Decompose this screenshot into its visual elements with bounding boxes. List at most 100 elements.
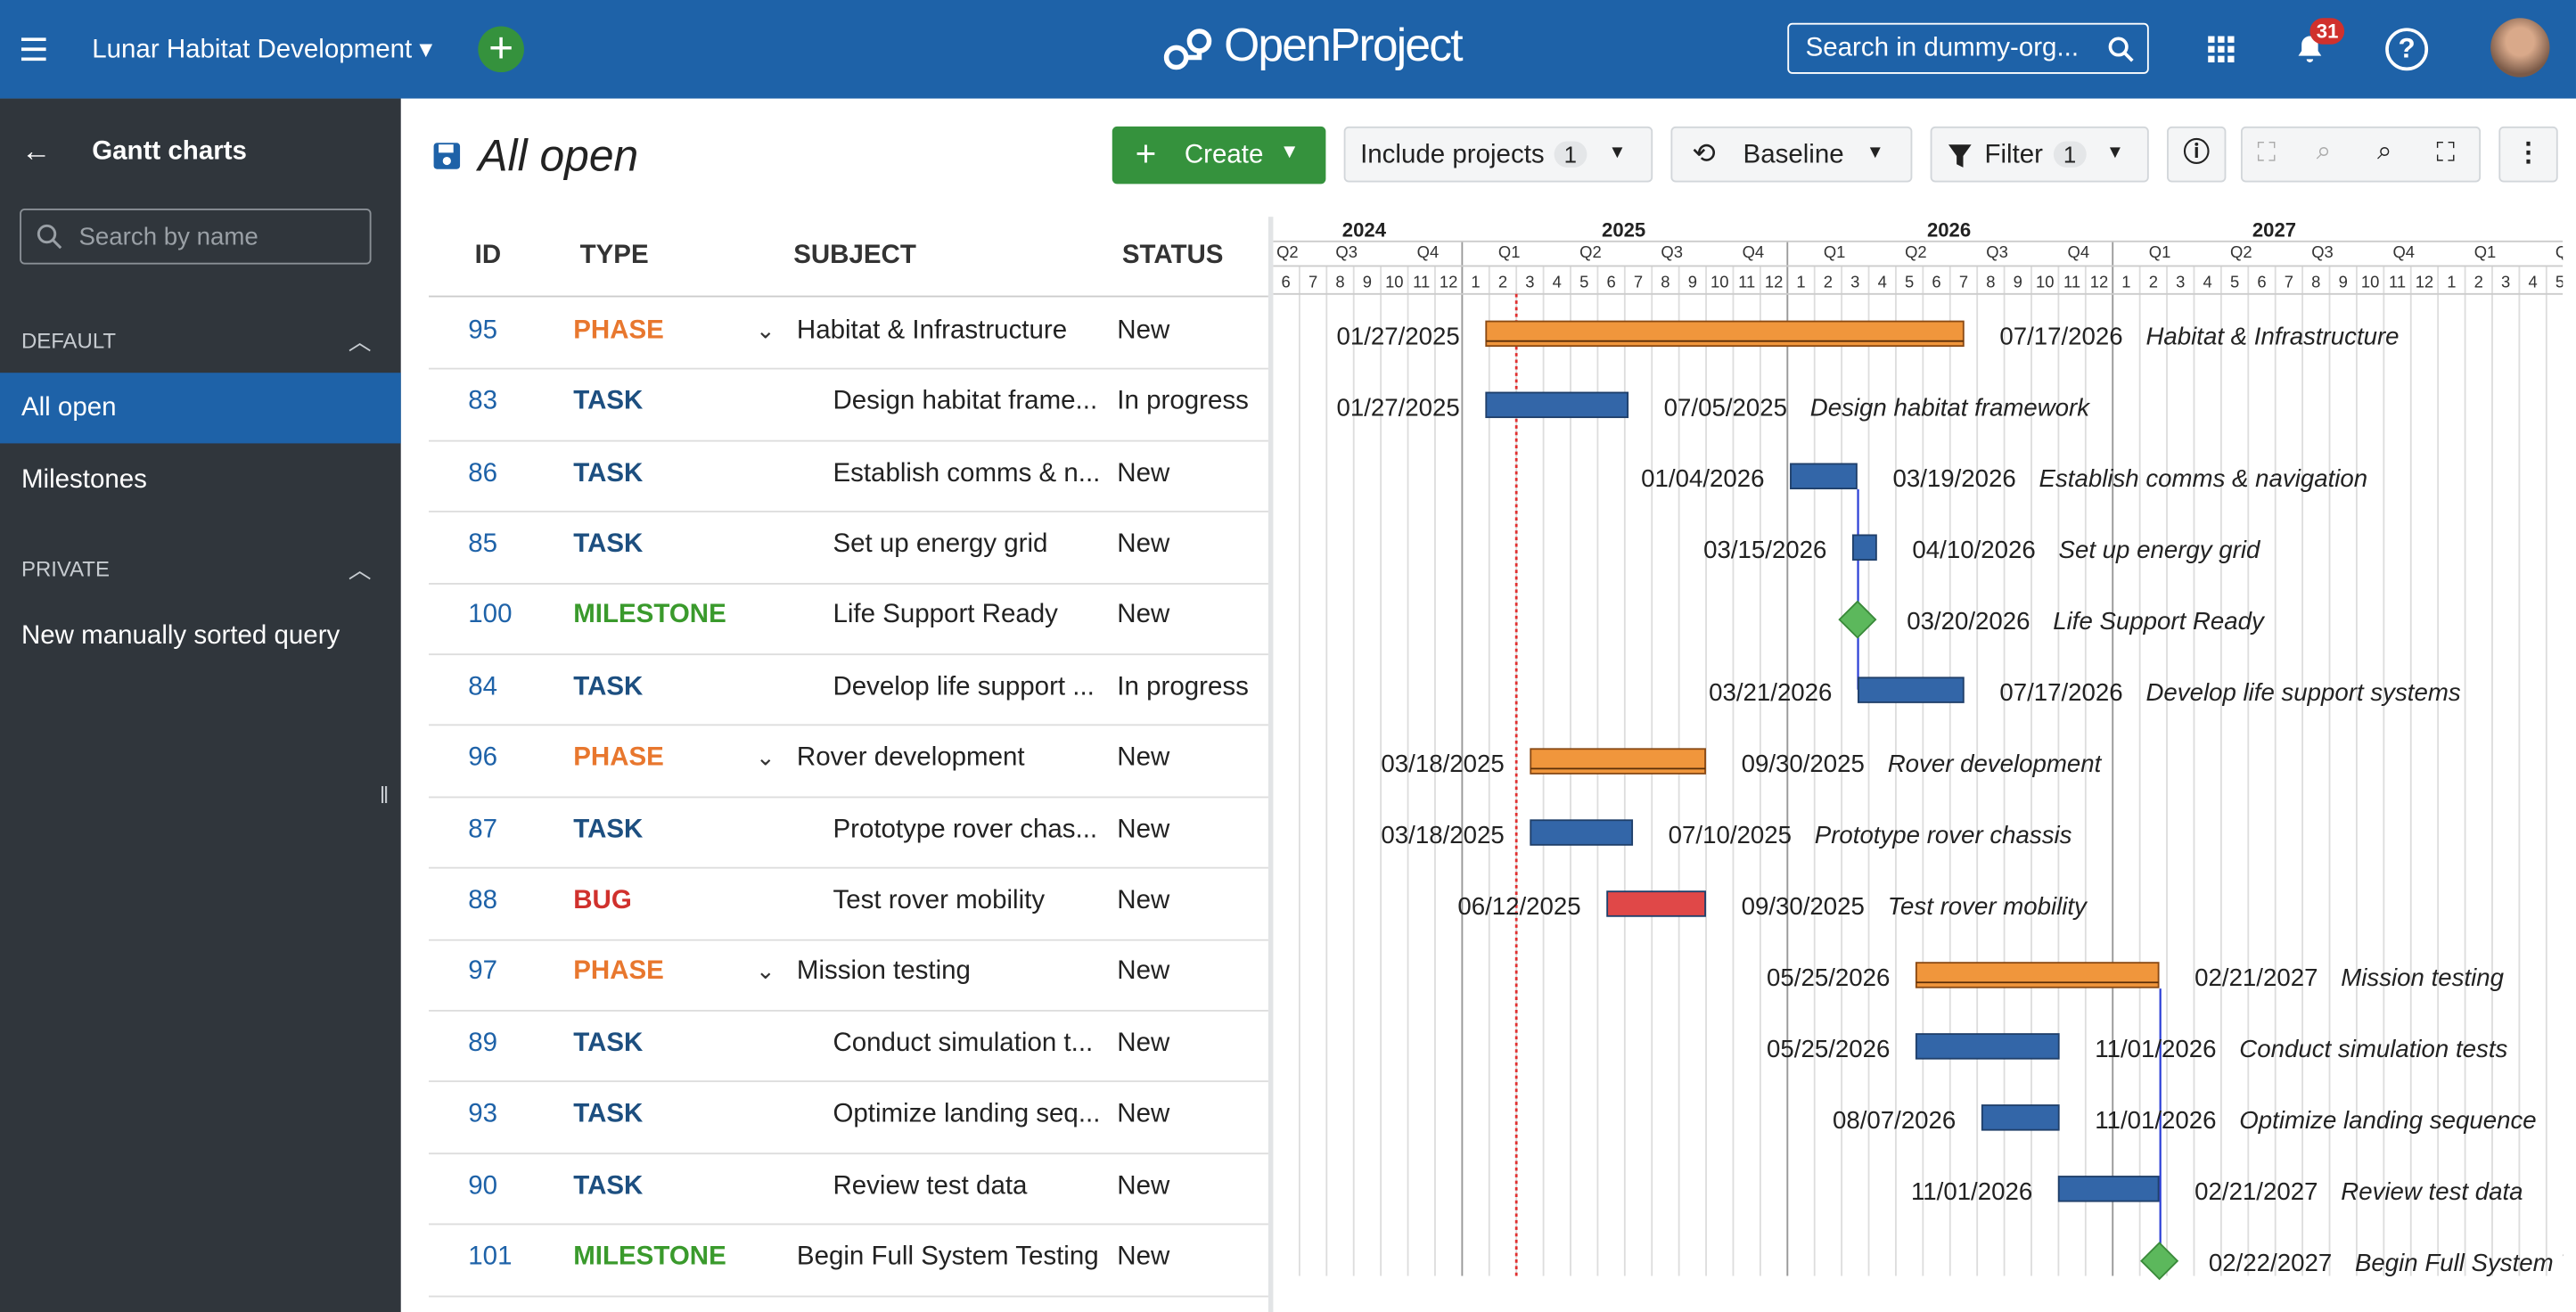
month-label: 11 (1738, 272, 1755, 291)
bar-labels: 04/10/2026 Set up energy grid (1912, 536, 2261, 563)
subject-cell[interactable]: Rover development (796, 743, 1025, 773)
subject-cell[interactable]: Establish comms & n... (833, 458, 1101, 488)
id-cell[interactable]: 89 (468, 1029, 498, 1057)
id-cell[interactable]: 87 (468, 815, 498, 844)
year-label: 2026 (1927, 218, 1971, 241)
button-label[interactable]: Include projects (1360, 141, 1545, 169)
collapse-icon[interactable]: ︿ (348, 328, 372, 355)
subject-cell[interactable]: Set up energy grid (833, 529, 1048, 559)
subject-cell[interactable]: Test rover mobility (833, 886, 1046, 914)
id-cell[interactable]: 83 (468, 387, 498, 416)
status-cell[interactable]: New (1117, 815, 1170, 844)
status-cell[interactable]: New (1117, 1242, 1170, 1271)
subject-cell[interactable]: Optimize landing seq... (833, 1100, 1101, 1128)
query-item[interactable]: New manually sorted query (21, 622, 340, 651)
baseline-button[interactable]: ⟲ Baseline ▼ (1670, 126, 1913, 183)
status-cell[interactable]: In progress (1117, 672, 1249, 701)
status-cell[interactable]: New (1117, 1171, 1170, 1200)
more-button[interactable]: ⋮ (2498, 126, 2558, 183)
month-label: 12 (1440, 272, 1457, 291)
subject-label: Set up energy grid (2059, 536, 2261, 563)
project-selector[interactable]: Lunar Habitat Development ▾ (92, 36, 433, 64)
button-label[interactable]: Filter (1984, 141, 2044, 169)
subject-cell[interactable]: Design habitat frame... (833, 387, 1098, 416)
selected-item[interactable] (0, 373, 401, 444)
status-cell[interactable]: New (1117, 601, 1170, 630)
status-cell[interactable]: New (1117, 529, 1170, 559)
collapse-icon[interactable]: ︿ (348, 556, 372, 584)
column-header[interactable]: ID (474, 241, 502, 270)
expand-icon[interactable]: ⌄ (755, 316, 775, 343)
status-cell[interactable]: New (1117, 1029, 1170, 1057)
subject-cell[interactable]: Conduct simulation t... (833, 1029, 1094, 1057)
end-date-label: 09/30/2025 (1742, 892, 1865, 920)
filter-button[interactable]: Filter 1 ▼ (1930, 126, 2149, 183)
subject-cell[interactable]: Mission testing (796, 957, 971, 986)
count-badge: 1 (1554, 141, 1587, 168)
id-cell[interactable]: 85 (468, 529, 498, 559)
bar-labels: 03/20/2026 Life Support Ready (1907, 607, 2266, 635)
sidebar-search[interactable]: Search by name (20, 208, 372, 265)
subject-cell[interactable]: Habitat & Infrastructure (796, 316, 1068, 345)
id-cell[interactable]: 101 (468, 1242, 513, 1271)
subject-cell[interactable]: Life Support Ready (833, 601, 1058, 630)
id-cell[interactable]: 86 (468, 458, 498, 488)
zoom-buttons[interactable]: ⛶ ⌕ ⌕ ⛶ (2240, 126, 2482, 183)
status-cell[interactable]: New (1117, 886, 1170, 914)
save-icon[interactable] (432, 141, 462, 170)
row-line (429, 1223, 1268, 1226)
status-cell[interactable]: New (1117, 957, 1170, 986)
bar (1606, 890, 1706, 917)
id-cell[interactable]: 84 (468, 672, 498, 701)
column-header[interactable]: TYPE (579, 241, 649, 270)
bar (2057, 1176, 2160, 1202)
expand-icon[interactable]: ⌄ (755, 957, 775, 985)
include-projects-button[interactable]: Include projects 1 ▼ (1343, 126, 1653, 183)
button-label[interactable]: Baseline (1743, 141, 1844, 169)
create-label[interactable]: Create (1184, 141, 1264, 169)
column-header[interactable]: SUBJECT (793, 241, 916, 270)
id-cell[interactable]: 95 (468, 316, 498, 345)
id-cell[interactable]: 88 (468, 886, 498, 914)
month-label: 7 (1634, 272, 1643, 291)
status-cell[interactable]: New (1117, 743, 1170, 773)
resize-handle[interactable]: ‖ (379, 781, 390, 808)
date-label: 02/22/2027 (2209, 1249, 2332, 1276)
subject-cell[interactable]: Begin Full System Testing (796, 1242, 1099, 1271)
menu-icon[interactable] (20, 37, 49, 62)
subject-cell[interactable]: Prototype rover chas... (833, 815, 1098, 844)
project-name[interactable]: Lunar Habitat Development (92, 36, 413, 64)
subject-cell[interactable]: Review test data (833, 1171, 1028, 1200)
column-header[interactable]: STATUS (1121, 241, 1224, 270)
help-icon[interactable]: ? (2385, 28, 2429, 71)
row-line (429, 867, 1268, 869)
query-item[interactable]: All open (21, 394, 117, 422)
month-label: 12 (2090, 272, 2108, 291)
bar (1915, 962, 2160, 988)
subject-cell[interactable]: Develop life support ... (833, 672, 1095, 701)
avatar[interactable] (2490, 18, 2550, 78)
quarter-label: Q4 (1417, 242, 1440, 261)
expand-icon[interactable]: ⌄ (755, 743, 775, 771)
id-cell[interactable]: 96 (468, 743, 498, 773)
status-cell[interactable]: In progress (1117, 387, 1249, 416)
back-arrow[interactable]: ← (21, 135, 52, 168)
create-button[interactable]: + Create ▼ (1112, 126, 1326, 184)
id-cell[interactable]: 100 (468, 601, 513, 630)
end-date-label: 04/10/2026 (1912, 536, 2035, 563)
status-cell[interactable]: New (1117, 458, 1170, 488)
id-cell[interactable]: 93 (468, 1100, 498, 1128)
search-box[interactable]: Search in dummy-org... (1787, 22, 2149, 74)
modules-icon[interactable] (2208, 36, 2235, 63)
info-button[interactable]: ⓘ (2167, 126, 2227, 183)
count-badge: 1 (2053, 141, 2087, 168)
month-label: 6 (1282, 272, 1291, 291)
id-cell[interactable]: 90 (468, 1171, 498, 1200)
quarter-label: Q3 (2311, 242, 2334, 261)
status-cell[interactable]: New (1117, 316, 1170, 345)
add-button[interactable]: + (478, 26, 524, 73)
id-cell[interactable]: 97 (468, 957, 498, 986)
query-item[interactable]: Milestones (21, 466, 147, 495)
status-cell[interactable]: New (1117, 1100, 1170, 1128)
